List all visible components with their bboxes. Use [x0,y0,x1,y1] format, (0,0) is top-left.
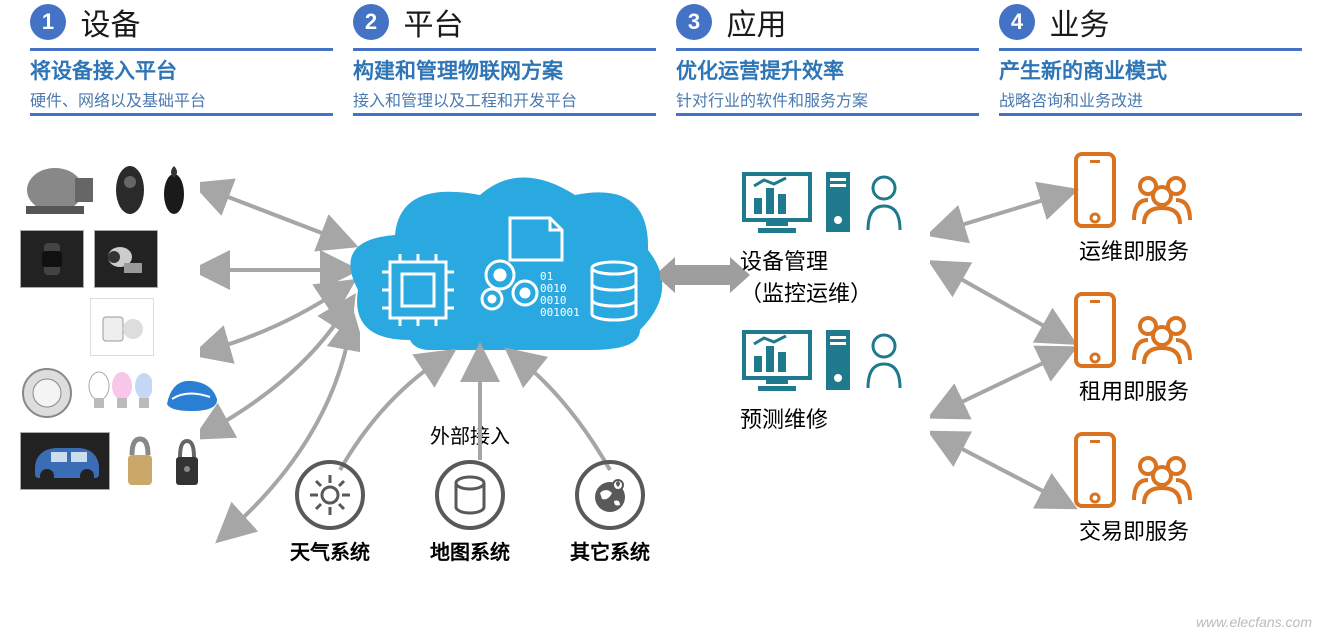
hr-3b [676,113,979,116]
app-device-mgmt: 设备管理 （监控运维） [740,170,906,308]
col-title-2: 平台 [403,0,463,44]
fob-icon [160,160,188,220]
sub-main-3: 优化运营提升效率 [676,55,979,85]
arrow-cloud-apps [660,255,750,295]
meter-icon [20,366,74,421]
users-icon [1128,170,1198,230]
camera-icon [94,230,158,288]
app-predict: 预测维修 [740,328,906,434]
hr-4b [999,113,1302,116]
ext-other: 其它系统 [570,460,650,565]
header-columns: 1 设备 将设备接入平台 硬件、网络以及基础平台 2 平台 构建和管理物联网方案… [0,0,1332,116]
sub-desc-3: 针对行业的软件和服务方案 [676,87,979,111]
user-outline-icon [862,170,906,236]
bp-monitor-icon [90,298,154,356]
ext-weather: 天气系统 [290,460,370,565]
ext-weather-label: 天气系统 [290,536,370,565]
lock-icon [120,431,160,491]
car-icon [20,432,110,490]
sub-main-1: 将设备接入平台 [30,55,333,85]
sub-desc-2: 接入和管理以及工程和开发平台 [353,87,656,111]
biz-stack: 运维即服务 租用即服务 交易即服务 [1070,150,1198,570]
col-4: 4 业务 产生新的商业模式 战略咨询和业务改进 [989,0,1312,116]
external-row: 天气系统 地图系统 其它系统 [290,460,650,565]
col-title-1: 设备 [80,0,140,44]
tracker-icon [110,160,150,220]
device-stack [20,160,220,501]
badge-2: 2 [353,4,389,40]
server-icon-2 [824,328,852,394]
biz-rent: 租用即服务 [1070,290,1198,406]
app-stack: 设备管理 （监控运维） 预测维修 [740,170,906,454]
biz-trade: 交易即服务 [1070,430,1198,546]
watch-icon [20,230,84,288]
col-title-4: 业务 [1049,0,1109,44]
bulbs-icon [84,366,152,421]
col-3: 3 应用 优化运营提升效率 针对行业的软件和服务方案 [666,0,989,116]
hr-1b [30,113,333,116]
watermark: www.elecfans.com [1196,614,1312,630]
biz-label-3: 交易即服务 [1079,514,1189,546]
biz-label-2: 租用即服务 [1079,374,1189,406]
motor-icon [20,160,100,220]
biz-label-1: 运维即服务 [1079,234,1189,266]
user-outline-icon-2 [862,328,906,394]
svg-text:001001: 001001 [540,306,580,319]
device-row-2 [20,230,220,288]
monitor-chart-icon-2 [740,328,814,394]
badge-1: 1 [30,4,66,40]
globe-icon [575,460,645,530]
ext-other-label: 其它系统 [570,536,650,565]
phone-icon-2 [1070,290,1120,370]
app-label-1b: （监控运维） [740,276,906,308]
monitor-chart-icon [740,170,814,236]
phone-icon-3 [1070,430,1120,510]
device-row-1 [20,160,220,220]
device-row-4 [20,366,220,421]
phone-icon [1070,150,1120,230]
device-row-5 [20,431,220,491]
server-icon [824,170,852,236]
col-1: 1 设备 将设备接入平台 硬件、网络以及基础平台 [20,0,343,116]
badge-4: 4 [999,4,1035,40]
users-icon-3 [1128,450,1198,510]
sub-main-2: 构建和管理物联网方案 [353,55,656,85]
sub-main-4: 产生新的商业模式 [999,55,1302,85]
ext-map: 地图系统 [430,460,510,565]
cylinder-icon [435,460,505,530]
app-label-1a: 设备管理 [740,244,906,276]
sub-desc-4: 战略咨询和业务改进 [999,87,1302,111]
badge-3: 3 [676,4,712,40]
ext-map-label: 地图系统 [430,536,510,565]
arrows-apps-biz [930,160,1080,600]
col-title-3: 应用 [726,0,786,44]
sub-desc-1: 硬件、网络以及基础平台 [30,87,333,111]
app-label-2: 预测维修 [740,402,906,434]
hr-2b [353,113,656,116]
diagram-area: 01 0010 0010 001001 外部接入 天 [0,160,1332,636]
col-2: 2 平台 构建和管理物联网方案 接入和管理以及工程和开发平台 [343,0,666,116]
biz-ops: 运维即服务 [1070,150,1198,266]
sun-icon [295,460,365,530]
users-icon-2 [1128,310,1198,370]
